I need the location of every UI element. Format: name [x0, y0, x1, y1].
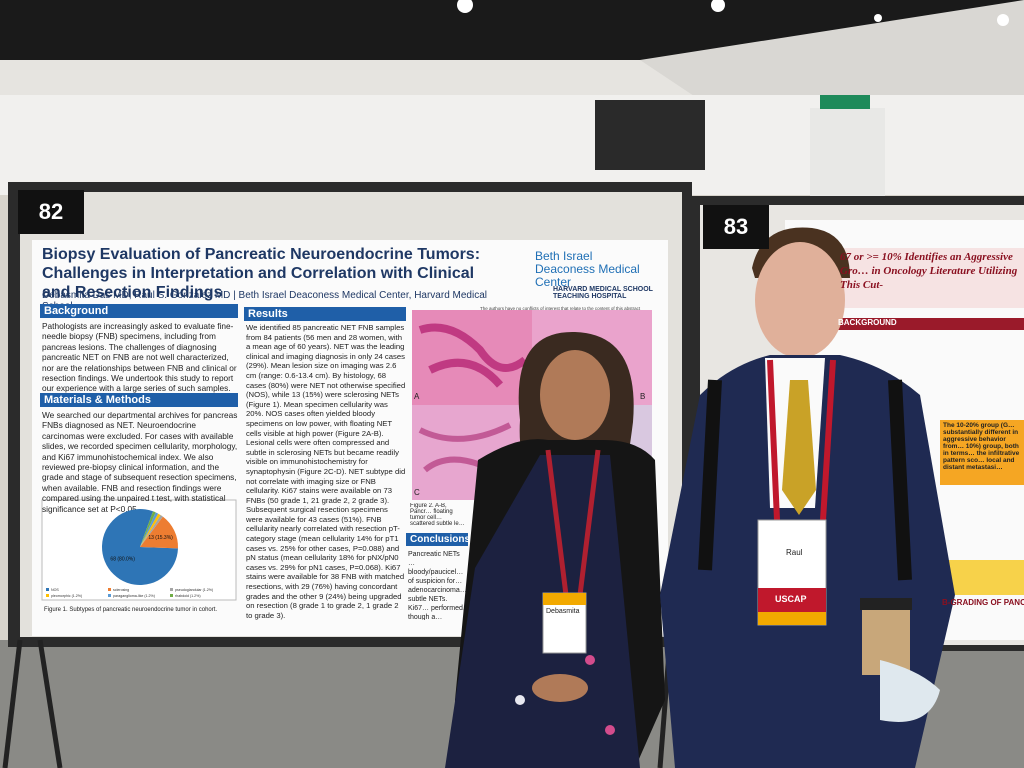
section-heading: Background — [40, 304, 238, 318]
section-heading: Results — [244, 307, 406, 321]
panel-label: A — [414, 392, 420, 401]
section-heading: Conclusions — [406, 533, 470, 546]
logo-text: Beth Israel Deaconess Medical Center — [535, 249, 640, 289]
booth-number: 83 — [703, 205, 769, 249]
right-poster-title: 67 or >= 10% Identifies an Aggressive Gr… — [840, 251, 1018, 291]
section-text: We identified 85 pancreatic NET FNB samp… — [246, 323, 406, 620]
badge-name: Raul — [786, 548, 803, 557]
right-poster-footer: B-GRADING OF PANC — [942, 598, 1024, 607]
badge-name: Debasmita — [546, 608, 580, 615]
section-text: Pathologists are increasingly asked to e… — [42, 321, 237, 394]
section-heading: Materials & Methods — [40, 393, 238, 407]
section-text: Pancreatic NETs … bloody/paucicel… of su… — [408, 551, 466, 620]
right-poster-highlight: The 10-20% group (G… substantially diffe… — [943, 422, 1020, 471]
section-text: We searched our departmental archives fo… — [42, 410, 238, 514]
figure-caption: Figure 1. Subtypes of pancreatic neuroen… — [44, 607, 218, 613]
logo-subtext: HARVARD MEDICAL SCHOOL TEACHING HOSPITAL — [553, 286, 653, 300]
panel-label: B — [640, 392, 646, 401]
right-poster-heading: BACKGROUND — [838, 318, 897, 327]
badge-logo: USCAP — [775, 594, 807, 604]
poster-title: Biopsy Evaluation of Pancreatic Neuroend… — [42, 246, 481, 301]
panel-label: C — [414, 488, 420, 497]
booth-number: 82 — [18, 190, 84, 234]
disclosure: The authors have no conflicts of interes… — [480, 306, 641, 311]
figure-caption: Figure 2. A-B, Pancr… floating tumor cel… — [410, 503, 465, 527]
